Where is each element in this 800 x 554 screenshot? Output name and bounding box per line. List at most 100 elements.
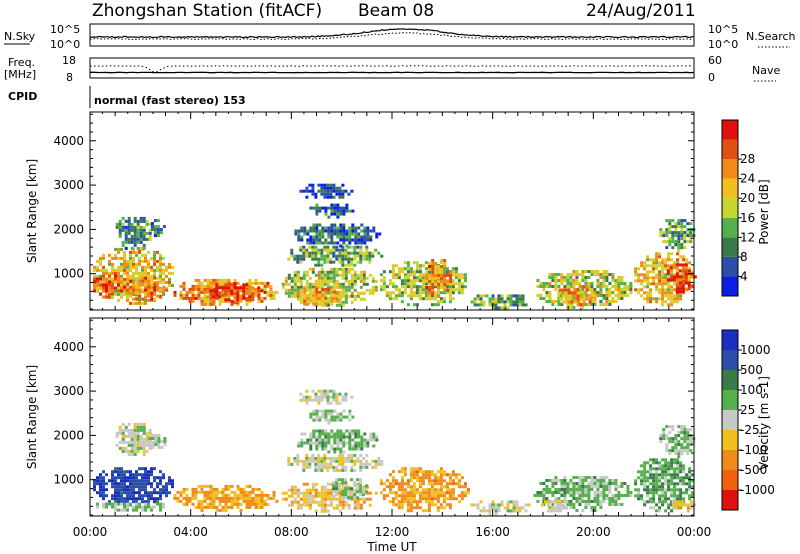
velocity-cell [442,500,446,504]
power-cell [463,285,467,289]
velocity-cell [147,479,150,483]
power-cell [188,299,192,303]
velocity-cell [206,496,210,500]
velocity-cell [335,484,339,488]
velocity-cell [303,432,307,436]
velocity-cell [257,496,261,500]
power-cell [545,294,549,297]
velocity-cell [683,425,687,429]
velocity-cell [327,438,331,442]
power-cell [324,302,328,306]
power-cell [676,258,680,262]
power-cell [652,297,656,301]
velocity-cell [347,493,351,497]
velocity-cell [144,473,147,477]
power-cell [680,228,684,232]
power-cell [391,273,395,277]
velocity-cell [400,503,404,507]
power-cell [221,296,225,300]
power-cell [680,243,684,247]
velocity-cell [670,491,674,495]
power-cell [643,267,647,271]
velocity-cell [197,490,201,494]
power-cell [682,279,686,283]
power-cell [360,229,364,233]
velocity-cell [138,497,141,501]
velocity-cell [689,428,693,432]
y-tick-label: 1000 [53,473,84,487]
velocity-cell [617,497,621,500]
power-cell [403,267,407,271]
power-cell [300,235,304,239]
power-cell [215,293,219,297]
power-cell [564,294,568,298]
power-cell [646,282,650,286]
power-cell [655,297,659,301]
velocity-cell [302,497,306,501]
power-cell [129,250,132,254]
power-cell [617,276,621,279]
power-cell [372,229,376,233]
power-echo-region [379,261,467,307]
velocity-cell [557,497,561,500]
power-cell [670,264,674,268]
power-cell [409,267,413,271]
velocity-cell [141,500,144,504]
velocity-cell [344,459,348,463]
velocity-cell [309,444,313,448]
velocity-cell [157,437,161,440]
velocity-cell [646,494,650,498]
power-cell [197,290,201,294]
power-cell [257,296,261,300]
velocity-cell [655,467,659,471]
power-cell [557,303,561,306]
power-cell [185,296,189,300]
power-cell [136,231,140,235]
power-cell [209,296,213,300]
power-cell [421,297,425,301]
velocity-cell [321,441,325,445]
velocity-cell [348,418,352,422]
power-cell [156,288,160,292]
power-cell [300,226,304,230]
power-cell [315,206,319,210]
velocity-cell [662,428,666,432]
velocity-cell [668,431,672,435]
power-cell [132,285,136,289]
velocity-cell [135,476,138,480]
velocity-cell [403,491,407,495]
velocity-cell [551,491,555,494]
velocity-cell [587,476,591,479]
velocity-cell [114,491,117,495]
velocity-cell [188,496,192,500]
power-cell [344,294,348,298]
velocity-cell [406,506,410,510]
velocity-cell [686,440,690,444]
power-cell [314,195,318,199]
power-cell [670,297,674,301]
power-cell [117,250,120,254]
velocity-cell [673,497,677,501]
power-cell [338,186,342,190]
power-cell [678,290,682,294]
velocity-cell [470,503,474,507]
power-cell [329,285,333,289]
power-cell [317,285,321,289]
velocity-cell [350,453,354,457]
power-cell [428,262,432,265]
power-cell [102,265,105,269]
velocity-cell [179,499,183,503]
velocity-cell [114,500,117,504]
power-echo-region [206,283,264,305]
power-cell [236,281,240,285]
velocity-cell [323,465,327,469]
velocity-cell [185,502,189,506]
power-cell [563,279,567,282]
power-cell [473,303,477,307]
velocity-cell [120,500,123,504]
velocity-cell [391,479,395,483]
velocity-cell [141,508,144,512]
velocity-cell [679,476,683,480]
power-cell [371,291,375,295]
velocity-cell [182,490,186,494]
